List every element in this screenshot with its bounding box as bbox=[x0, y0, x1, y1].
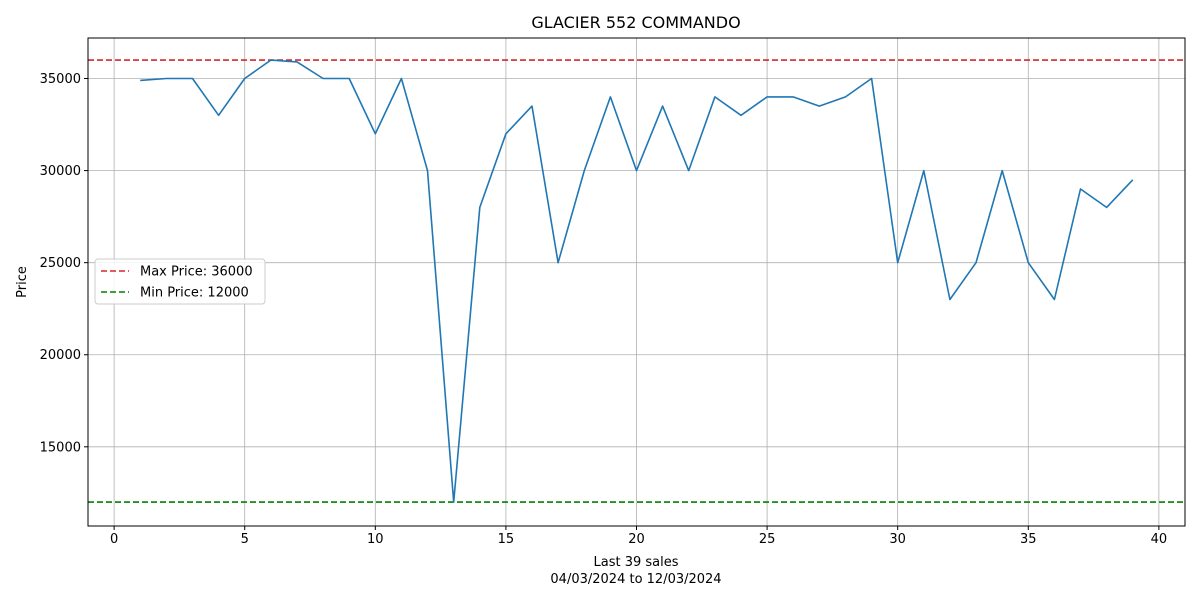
legend-label: Max Price: 36000 bbox=[140, 265, 253, 280]
x-tick-label: 10 bbox=[367, 532, 384, 547]
x-axis-sublabel: 04/03/2024 to 12/03/2024 bbox=[550, 572, 721, 587]
x-axis-label: Last 39 sales bbox=[593, 555, 678, 570]
y-tick-label: 30000 bbox=[40, 164, 81, 179]
y-tick-label: 35000 bbox=[40, 72, 81, 87]
legend-label: Min Price: 12000 bbox=[140, 286, 249, 301]
y-axis-label: Price bbox=[15, 266, 30, 298]
x-tick-label: 40 bbox=[1151, 532, 1168, 547]
y-tick-label: 20000 bbox=[40, 348, 81, 363]
chart-title: GLACIER 552 COMMANDO bbox=[531, 13, 740, 32]
legend-box bbox=[94, 258, 266, 305]
x-tick-label: 5 bbox=[241, 532, 249, 547]
x-tick-label: 25 bbox=[759, 532, 776, 547]
y-tick-label: 15000 bbox=[40, 440, 81, 455]
y-axis-ticks: 15000 20000 25000 30000 35000 bbox=[40, 72, 88, 455]
x-tick-label: 35 bbox=[1020, 532, 1037, 547]
x-tick-label: 0 bbox=[110, 532, 118, 547]
legend: Max Price: 36000 Min Price: 12000 bbox=[94, 258, 266, 305]
x-tick-label: 15 bbox=[498, 532, 515, 547]
y-tick-label: 25000 bbox=[40, 256, 81, 271]
x-tick-label: 20 bbox=[628, 532, 645, 547]
price-series-line bbox=[140, 59, 1134, 503]
series-layer bbox=[140, 59, 1134, 503]
x-axis-ticks: 0 5 10 15 20 25 30 35 40 bbox=[110, 526, 1167, 547]
x-tick-label: 30 bbox=[889, 532, 906, 547]
